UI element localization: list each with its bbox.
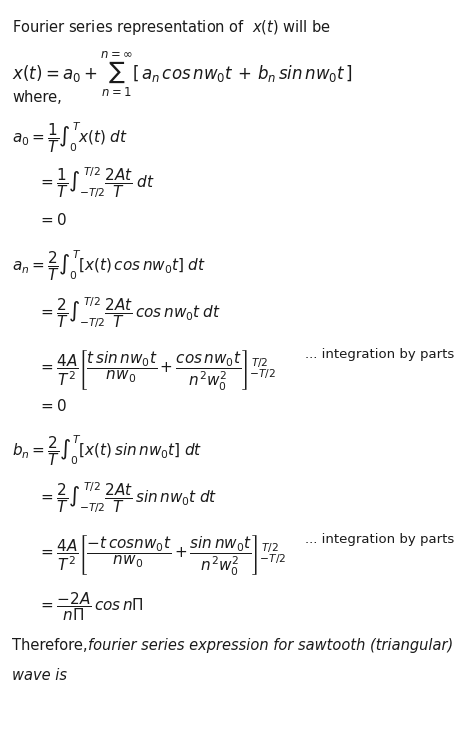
Text: ... integration by parts: ... integration by parts bbox=[305, 348, 454, 361]
Text: where,: where, bbox=[12, 90, 62, 105]
Text: $b_n = \dfrac{2}{T} \int_0^{T} [x(t)\, sin\, nw_0t]\; dt$: $b_n = \dfrac{2}{T} \int_0^{T} [x(t)\, s… bbox=[12, 433, 202, 468]
Text: ... integration by parts: ... integration by parts bbox=[305, 533, 454, 546]
Text: fourier series expression for sawtooth (triangular): fourier series expression for sawtooth (… bbox=[88, 638, 453, 653]
Text: $= \dfrac{-2A}{n\Pi}\, cos\, n\Pi$: $= \dfrac{-2A}{n\Pi}\, cos\, n\Pi$ bbox=[38, 590, 144, 623]
Text: $= 0$: $= 0$ bbox=[38, 398, 67, 414]
Text: $a_n = \dfrac{2}{T} \int_0^{T} [x(t)\, cos\, nw_0t]\; dt$: $a_n = \dfrac{2}{T} \int_0^{T} [x(t)\, c… bbox=[12, 248, 206, 283]
Text: $x(t) = a_0 + \sum_{n=1}^{n=\infty}[\, a_n\, cos\, nw_0t\, +\, b_n\, sin\, nw_0t: $x(t) = a_0 + \sum_{n=1}^{n=\infty}[\, a… bbox=[12, 50, 353, 99]
Text: $= \dfrac{2}{T} \int_{-T/2}^{\,T/2} \dfrac{2At}{T}\, cos\, nw_0t\; dt$: $= \dfrac{2}{T} \int_{-T/2}^{\,T/2} \dfr… bbox=[38, 295, 221, 329]
Text: $= 0$: $= 0$ bbox=[38, 212, 67, 228]
Text: $= \dfrac{1}{T} \int_{-T/2}^{\,T/2} \dfrac{2At}{T}\; dt$: $= \dfrac{1}{T} \int_{-T/2}^{\,T/2} \dfr… bbox=[38, 165, 155, 200]
Text: $= \dfrac{2}{T} \int_{-T/2}^{\,T/2} \dfrac{2At}{T}\, sin\, nw_0t\; dt$: $= \dfrac{2}{T} \int_{-T/2}^{\,T/2} \dfr… bbox=[38, 480, 217, 514]
Text: $= \dfrac{4A}{T^2} \left[\dfrac{-t\, cosnw_0t}{nw_0} + \dfrac{sin\, nw_0t}{n^2w_: $= \dfrac{4A}{T^2} \left[\dfrac{-t\, cos… bbox=[38, 533, 286, 577]
Text: Fourier series representation of  $x(t)$ will be: Fourier series representation of $x(t)$ … bbox=[12, 18, 331, 37]
Text: $= \dfrac{4A}{T^2} \left[\dfrac{t\, sin\, nw_0t}{nw_0} + \dfrac{cos\, nw_0t}{n^2: $= \dfrac{4A}{T^2} \left[\dfrac{t\, sin\… bbox=[38, 348, 276, 392]
Text: Therefore,: Therefore, bbox=[12, 638, 92, 653]
Text: $a_0 = \dfrac{1}{T} \int_0^{T} x(t)\; dt$: $a_0 = \dfrac{1}{T} \int_0^{T} x(t)\; dt… bbox=[12, 120, 128, 155]
Text: wave is: wave is bbox=[12, 668, 67, 683]
